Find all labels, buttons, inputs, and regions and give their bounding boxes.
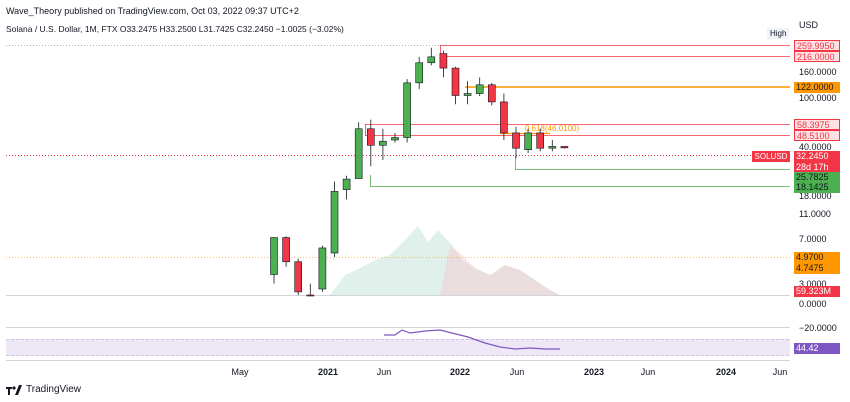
publisher-line: Wave_Theory published on TradingView.com… <box>6 6 299 16</box>
candle-body <box>366 128 375 146</box>
candle-body <box>330 191 339 254</box>
x-tick: 2021 <box>317 367 339 377</box>
x-tick: 2022 <box>449 367 471 377</box>
candle-body <box>403 82 411 138</box>
y-tick: 18.0000 <box>799 191 832 201</box>
candle-body <box>306 294 315 297</box>
price-tag: 32.2450 <box>794 151 840 162</box>
candle-body <box>487 84 496 103</box>
symbol-line: Solana / U.S. Dollar, 1M, FTX O33.2475 H… <box>6 24 344 34</box>
tradingview-logo[interactable]: TradingView <box>6 384 81 395</box>
candle-body <box>451 67 460 96</box>
tradingview-icon <box>6 384 22 395</box>
candle-body <box>500 101 508 134</box>
x-tick: Jun <box>772 367 788 377</box>
candle-body <box>512 132 520 149</box>
rsi-band <box>6 339 790 356</box>
y-tick: −20.0000 <box>799 323 837 333</box>
rsi-tag: 44.42 <box>794 343 840 354</box>
x-tick: Jun <box>640 367 656 377</box>
volume-tag: 59.323M <box>794 286 840 297</box>
candle-body <box>427 56 436 64</box>
fib-label: 0.618(46.0100) <box>525 124 580 133</box>
y-tick: 3.0000 <box>799 279 827 289</box>
price-tag: 18.1425 <box>794 182 840 193</box>
price-tag: 48.5100 <box>794 130 840 141</box>
high-label: High <box>767 28 790 39</box>
candle-body <box>536 132 545 149</box>
chart-area[interactable]: 0.618(46.0100) SOLUSD <box>0 0 790 380</box>
price-axis[interactable]: USD High 160.0000 100.0000 40.0000 18.00… <box>767 0 850 380</box>
x-tick: 2024 <box>715 367 737 377</box>
candle-body <box>560 146 569 149</box>
y-tick: 100.0000 <box>799 93 837 103</box>
y-tick: 0.0000 <box>799 299 827 309</box>
symbol-badge-bg <box>752 151 790 162</box>
x-tick: 2023 <box>583 367 605 377</box>
candle-body <box>391 137 399 141</box>
price-tag: 25.7825 <box>794 172 840 183</box>
candle-body <box>318 247 327 290</box>
candle-body <box>354 128 363 179</box>
symbol-badge: SOLUSD <box>755 152 788 161</box>
price-tag: 4.9700 <box>794 252 840 263</box>
y-tick: 160.0000 <box>799 67 837 77</box>
candles <box>270 47 569 297</box>
volume-area <box>330 226 560 295</box>
candle-body <box>282 237 290 263</box>
candle-body <box>342 178 351 190</box>
candle-body <box>463 93 472 96</box>
candle-body <box>270 237 278 275</box>
currency-label: USD <box>799 20 819 30</box>
candle-body <box>524 132 532 151</box>
price-tag: 259.9950 <box>794 40 840 51</box>
candle-body <box>475 84 484 94</box>
candle-body <box>379 140 387 146</box>
x-tick: Jun <box>509 367 525 377</box>
y-tick: 40.0000 <box>799 142 832 152</box>
price-tag: 216.0000 <box>794 51 840 62</box>
price-tag: 4.7475 <box>794 263 840 274</box>
x-tick: Jun <box>376 367 392 377</box>
candle-body <box>548 146 557 149</box>
candle-body <box>439 53 448 69</box>
candle-body <box>294 261 303 293</box>
price-tag: 58.3975 <box>794 119 840 130</box>
x-tick: May <box>231 367 249 377</box>
rsi-line <box>384 329 560 350</box>
price-tag: 122.0000 <box>794 82 840 93</box>
countdown-tag: 28d 17h <box>794 162 840 173</box>
logo-text: TradingView <box>26 384 82 395</box>
candle-body <box>415 62 424 84</box>
y-tick: 11.0000 <box>799 209 831 219</box>
y-tick: 7.0000 <box>799 234 827 244</box>
